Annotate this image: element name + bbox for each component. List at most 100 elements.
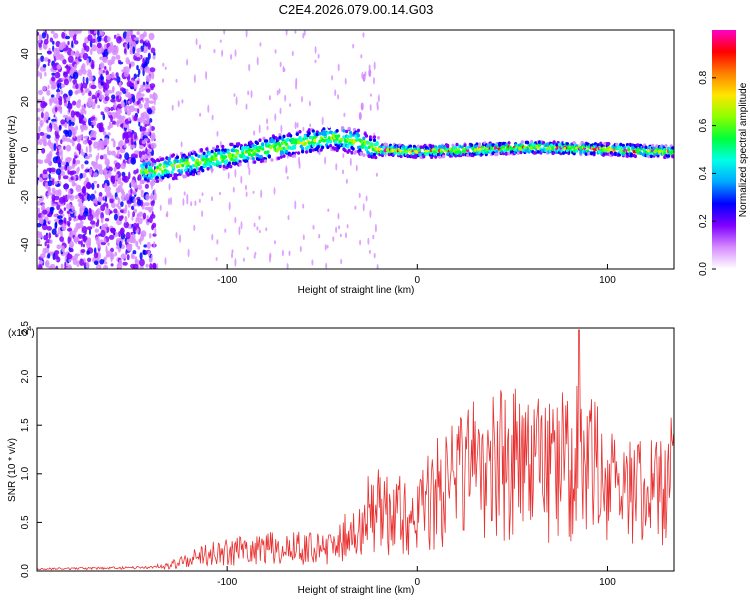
- spectrogram-cell: [223, 155, 227, 159]
- spectrogram-cell: [302, 126, 305, 132]
- spectrogram-cell: [86, 100, 92, 108]
- spectrogram-cell: [94, 260, 99, 266]
- spectrogram-cell: [190, 201, 193, 207]
- spectrogram-cell: [205, 71, 208, 80]
- spectrogram-cell: [338, 225, 341, 230]
- spectrogram-cell: [150, 169, 154, 173]
- spectrogram-cell: [120, 188, 125, 193]
- spectrogram-cell: [342, 169, 344, 175]
- spectrogram-cell: [42, 169, 48, 175]
- spectrogram-cell: [360, 54, 363, 59]
- spectrogram-cell: [156, 263, 159, 269]
- spectrogram-cell: [63, 71, 68, 78]
- spectrogram-cell: [178, 175, 182, 179]
- spectrogram-cell: [296, 122, 299, 128]
- spectrogram-cell: [245, 191, 248, 197]
- spectrogram-cell: [75, 111, 80, 118]
- spectrogram-cell: [311, 148, 315, 152]
- spectrogram-cell: [312, 224, 315, 230]
- snr-x-label: Height of straight line (km): [298, 585, 415, 596]
- spectrogram-cell: [80, 249, 86, 253]
- spectrogram-cell: [274, 113, 277, 122]
- spectrogram-cell: [140, 126, 147, 132]
- spectrogram-cell: [199, 165, 204, 170]
- spectrogram-cell: [253, 160, 257, 164]
- spectrogram-cell: [133, 115, 138, 121]
- spectrogram-cell: [627, 147, 631, 152]
- spectrogram-cell: [152, 55, 156, 60]
- spectrogram-cell: [61, 90, 64, 95]
- spectrogram-cell: [136, 31, 140, 36]
- snr-panel: -100 0 100 0.0 0.5 1.0 1.5 2.0 2.5 (x104) Heigh…: [7, 321, 675, 596]
- spectrogram-cell: [294, 121, 297, 130]
- spectrogram-cell: [101, 56, 107, 62]
- spectrogram-cell: [72, 35, 77, 41]
- spectrogram-cell: [147, 40, 150, 48]
- spectrogram-cell: [314, 59, 317, 64]
- spectrogram-cell: [222, 164, 226, 169]
- spectrogram-cell: [644, 145, 648, 150]
- spectrogram-cell: [416, 144, 420, 149]
- spectrogram-cell: [198, 161, 202, 165]
- spectrogram-cell: [58, 219, 63, 223]
- spectrogram-cell: [47, 50, 52, 55]
- spectrogram-cell: [372, 138, 377, 143]
- spectrogram-cell: [75, 100, 81, 109]
- spectrogram-cell: [412, 144, 416, 149]
- spectrogram-cell: [143, 130, 147, 136]
- spectrogram-cell: [161, 175, 165, 180]
- spectrogram-cell: [152, 262, 157, 269]
- spectrogram-cell: [221, 159, 225, 163]
- spectrogram-cell: [317, 144, 321, 149]
- spectrogram-cell: [144, 174, 148, 179]
- spectrogram-cell: [460, 142, 464, 146]
- spectrogram-cell: [494, 146, 498, 150]
- spectrogram-cell: [270, 158, 274, 162]
- spectrogram-cell: [278, 143, 282, 148]
- spectrogram-y-label: Frequency (Hz): [7, 116, 18, 185]
- spectrogram-cell: [71, 116, 76, 123]
- spectrogram-cell: [56, 89, 61, 93]
- spectrogram-cell: [118, 91, 121, 100]
- spectrogram-cell: [247, 160, 250, 170]
- spectrogram-cell: [649, 154, 654, 159]
- y-tick-label: 1.5: [20, 418, 31, 432]
- spectrogram-cell: [324, 244, 327, 251]
- spectrogram-cell: [63, 93, 66, 101]
- y-tick-label: 1.0: [20, 466, 31, 480]
- spectrogram-cell: [127, 117, 131, 122]
- spectrogram-cell: [106, 250, 113, 257]
- spectrogram-cell: [42, 64, 47, 68]
- spectrogram-cell: [343, 148, 347, 153]
- spectrogram-cell: [144, 202, 150, 207]
- spectrogram-cell: [258, 124, 261, 134]
- spectrogram-cell: [150, 254, 153, 262]
- spectrogram-cell: [301, 149, 305, 154]
- spectrogram-cell: [318, 234, 321, 239]
- spectrogram-cell: [120, 87, 125, 92]
- spectrogram-cell: [333, 146, 337, 151]
- spectrogram-cell: [124, 204, 128, 212]
- spectrogram-cell: [104, 95, 110, 102]
- y-tick-label: 0.0: [20, 564, 31, 578]
- spectrogram-cell: [342, 153, 345, 159]
- spectrogram-cell: [84, 86, 88, 94]
- spectrogram-cell: [191, 172, 196, 177]
- spectrogram-cell: [123, 141, 127, 149]
- snr-y-label: SNR (10 * v/v): [7, 438, 18, 502]
- spectrogram-cell: [62, 175, 69, 180]
- spectrogram-cell: [376, 101, 379, 108]
- spectrogram-cell: [218, 161, 222, 165]
- spectrogram-cell: [56, 64, 62, 70]
- colorbar-tick-label: 0.8: [698, 70, 709, 84]
- spectrogram-cell: [134, 150, 140, 155]
- spectrogram-cell: [96, 36, 101, 43]
- spectrogram-cell: [54, 222, 58, 229]
- spectrogram-cell: [73, 40, 79, 45]
- spectrogram-cell: [82, 210, 89, 217]
- spectrogram-cell: [125, 57, 130, 65]
- spectrogram-cell: [238, 226, 241, 236]
- spectrogram-cell: [335, 129, 339, 133]
- spectrogram-cell: [104, 106, 109, 113]
- spectrogram-cell: [112, 139, 116, 148]
